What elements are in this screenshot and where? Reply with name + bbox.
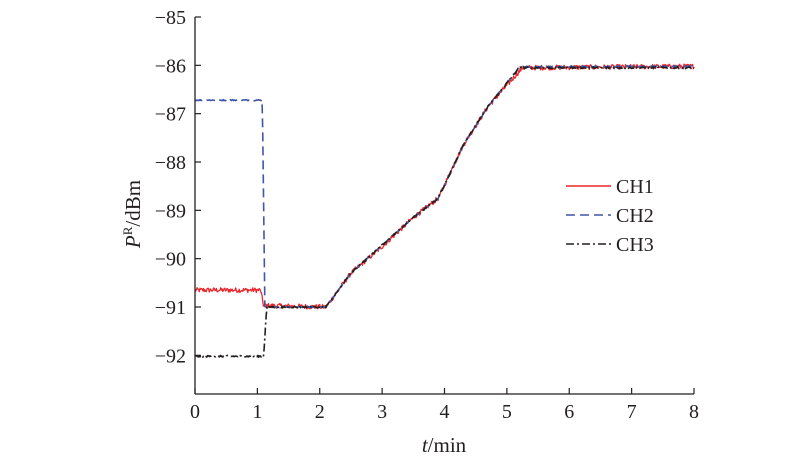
legend-label-ch1: CH1 <box>616 176 654 198</box>
x-axis-label: t/min <box>422 433 467 457</box>
legend-label-ch2: CH2 <box>616 205 654 227</box>
y-axis-label-sup: R <box>120 226 135 235</box>
y-tick-label: −89 <box>155 200 186 222</box>
y-tick-label: −90 <box>155 249 186 271</box>
series-line-ch3 <box>194 66 695 358</box>
y-axis-label-var: P <box>121 235 145 249</box>
y-tick-label: −87 <box>155 104 186 126</box>
x-tick-label: 5 <box>502 401 512 423</box>
tick-labels: 0 1 2 3 4 5 6 7 8 −85 −86 −87 −88 −89 −90 −91 −92 <box>155 7 699 423</box>
x-tick-label: 1 <box>252 401 262 423</box>
x-axis-label-var: t <box>422 433 429 457</box>
x-axis-label-unit: /min <box>428 433 467 457</box>
y-axis-label-unit: /dBm <box>121 180 145 227</box>
x-tick-label: 8 <box>689 401 699 423</box>
y-tick-label: −85 <box>155 7 186 29</box>
x-tick-label: 7 <box>627 401 637 423</box>
legend: CH1 CH2 CH3 <box>566 176 654 256</box>
x-tick-label: 2 <box>315 401 325 423</box>
ticks <box>194 16 695 394</box>
plot-lines <box>194 63 695 358</box>
x-tick-label: 4 <box>440 401 450 423</box>
y-tick-label: −92 <box>155 345 186 367</box>
x-tick-label: 3 <box>377 401 387 423</box>
legend-label-ch3: CH3 <box>616 234 654 256</box>
y-axis-label: PR/dBm <box>120 180 145 249</box>
y-tick-label: −91 <box>155 297 186 319</box>
y-tick-label: −88 <box>155 152 186 174</box>
y-tick-label: −86 <box>155 55 186 77</box>
x-tick-label: 0 <box>190 401 200 423</box>
x-tick-label: 6 <box>564 401 574 423</box>
